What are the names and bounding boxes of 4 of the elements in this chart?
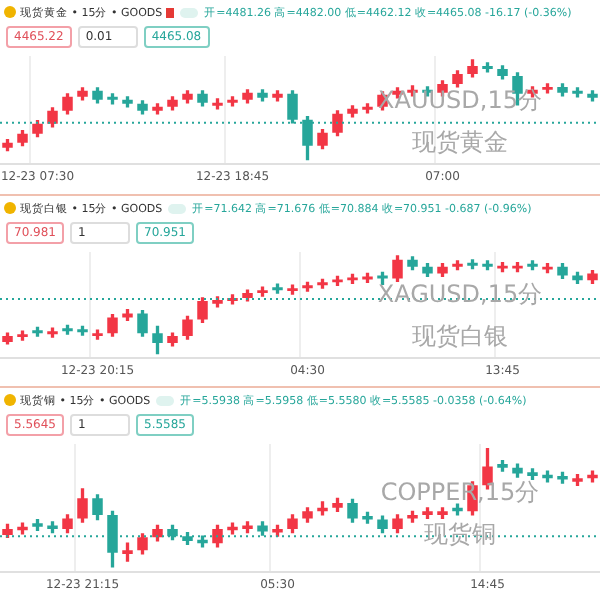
annotation: 现货铜 [422,517,498,552]
annotation: XAGUSD,15分 [375,278,545,313]
annotation: 现货白银 [410,320,510,355]
annotation: 现货黄金 [410,125,510,160]
